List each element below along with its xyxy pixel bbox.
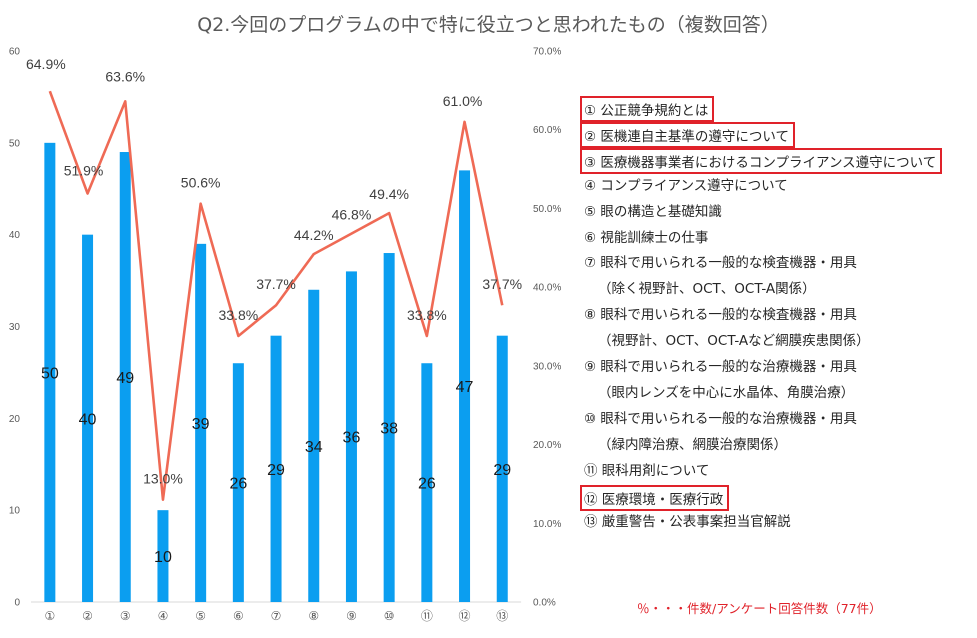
y-tick-label: 60 — [9, 47, 21, 58]
x-tick-label: ⑧ — [308, 609, 319, 623]
percent-label: 50.6% — [181, 175, 221, 191]
percent-label: 51.9% — [64, 162, 104, 178]
bar — [195, 243, 207, 602]
footnote: ％・・・件数/アンケート回答件数（77件） — [637, 601, 882, 616]
bar — [459, 170, 471, 602]
legend-item-highlighted: ⑫ 医療環境・医療行政 — [580, 484, 730, 511]
x-tick-label: ⑪ — [421, 609, 433, 623]
percent-label: 13.0% — [143, 471, 183, 487]
bar-value-label: 29 — [267, 462, 285, 479]
bar — [232, 363, 244, 602]
bar — [421, 363, 433, 602]
bar — [44, 142, 56, 603]
x-tick-label: ⑦ — [271, 609, 282, 623]
bar-value-label: 39 — [192, 416, 210, 433]
y-tick-label: 10 — [9, 506, 21, 517]
y2-tick-label: 40.0% — [533, 283, 561, 294]
bar-value-label: 34 — [305, 439, 323, 456]
y-tick-label: 40 — [9, 230, 21, 241]
legend-item: ⑨ 眼科で用いられる一般的な治療機器・用具 — [584, 359, 857, 375]
legend-item-highlighted: ① 公正競争規約とは — [580, 96, 715, 122]
bar — [157, 510, 169, 602]
legend-item: （眼内レンズを中心に水晶体、角膜治療） — [598, 384, 855, 401]
bar — [383, 253, 395, 603]
legend-item: （緑内障治療、網膜治療関係） — [598, 436, 787, 453]
x-tick-label: ③ — [120, 609, 131, 623]
percent-label: 49.4% — [369, 186, 409, 202]
x-tick-label: ⑫ — [459, 609, 471, 623]
x-tick-label: ① — [44, 609, 55, 623]
bar — [496, 335, 508, 602]
x-tick-label: ⑥ — [233, 609, 244, 623]
bar — [119, 152, 131, 602]
x-tick-label: ⑤ — [195, 609, 206, 623]
bar-value-label: 47 — [456, 379, 474, 396]
bar — [345, 271, 357, 602]
legend-item: ⑦ 眼科で用いられる一般的な検査機器・用具 — [584, 255, 857, 272]
legend-item: ⑩ 眼科で用いられる一般的な治療機器・用具 — [584, 410, 857, 427]
legend-item: ⑤ 眼の構造と基礎知識 — [584, 203, 722, 220]
legend-item-highlighted: ③ 医療機器事業者におけるコンプライアンス遵守について — [580, 147, 943, 174]
y2-tick-label: 50.0% — [533, 204, 561, 215]
legend-item: ④ コンプライアンス遵守について — [584, 177, 788, 194]
bar-value-label: 40 — [79, 411, 97, 428]
bar-value-label: 38 — [380, 421, 398, 438]
percent-label: 63.6% — [105, 68, 145, 84]
bar-value-label: 29 — [493, 462, 511, 479]
bar-value-label: 26 — [229, 476, 247, 493]
bar — [82, 234, 94, 602]
legend-item: ⑬ 厳重警告・公表事案担当官解説 — [584, 514, 791, 531]
y-tick-label: 30 — [9, 322, 21, 333]
y-tick-label: 50 — [9, 138, 21, 149]
bar — [308, 289, 320, 602]
percent-line — [48, 90, 504, 501]
y2-tick-label: 20.0% — [533, 440, 561, 451]
bar-value-label: 50 — [41, 365, 59, 382]
chart-title: Q2.今回のプログラムの中で特に役立つと思われたもの（複数回答） — [197, 14, 780, 36]
y-tick-label: 0 — [14, 598, 20, 609]
bar-value-label: 10 — [154, 549, 172, 566]
legend-item: （視野計、OCT、OCT-Aなど網膜疾患関係） — [598, 333, 870, 350]
bar-value-label: 36 — [343, 430, 361, 447]
y2-tick-label: 60.0% — [533, 125, 561, 136]
x-tick-label: ⑬ — [496, 609, 508, 623]
percent-label: 44.2% — [294, 227, 334, 243]
bar — [270, 335, 282, 602]
percent-label: 37.7% — [256, 276, 296, 292]
y2-tick-label: 10.0% — [533, 519, 561, 530]
legend-item-highlighted: ② 医機連自主基準の遵守について — [580, 121, 795, 148]
x-tick-label: ⑨ — [346, 609, 357, 623]
legend-item: ⑪ 眼科用剤について — [584, 462, 710, 479]
percent-label: 33.8% — [407, 307, 447, 323]
legend-item: （除く視野計、OCT、OCT-A関係） — [598, 281, 816, 298]
percent-label: 37.7% — [482, 276, 522, 292]
x-tick-label: ② — [82, 609, 93, 623]
legend-item: ⑧ 眼科で用いられる一般的な検査機器・用具 — [584, 307, 857, 324]
bar-value-label: 49 — [116, 370, 134, 387]
y-tick-label: 20 — [9, 414, 21, 425]
legend-item: ⑥ 視能訓練士の仕事 — [584, 229, 709, 246]
y2-tick-label: 0.0% — [533, 598, 556, 609]
y2-tick-label: 70.0% — [533, 47, 561, 58]
percent-label: 46.8% — [332, 207, 372, 223]
x-tick-label: ⑩ — [384, 609, 395, 623]
percent-label: 64.9% — [26, 56, 66, 72]
y2-tick-label: 30.0% — [533, 361, 561, 372]
percent-label: 33.8% — [218, 307, 258, 323]
bar-value-label: 26 — [418, 476, 436, 493]
x-tick-label: ④ — [158, 609, 169, 623]
percent-label: 61.0% — [443, 93, 483, 109]
